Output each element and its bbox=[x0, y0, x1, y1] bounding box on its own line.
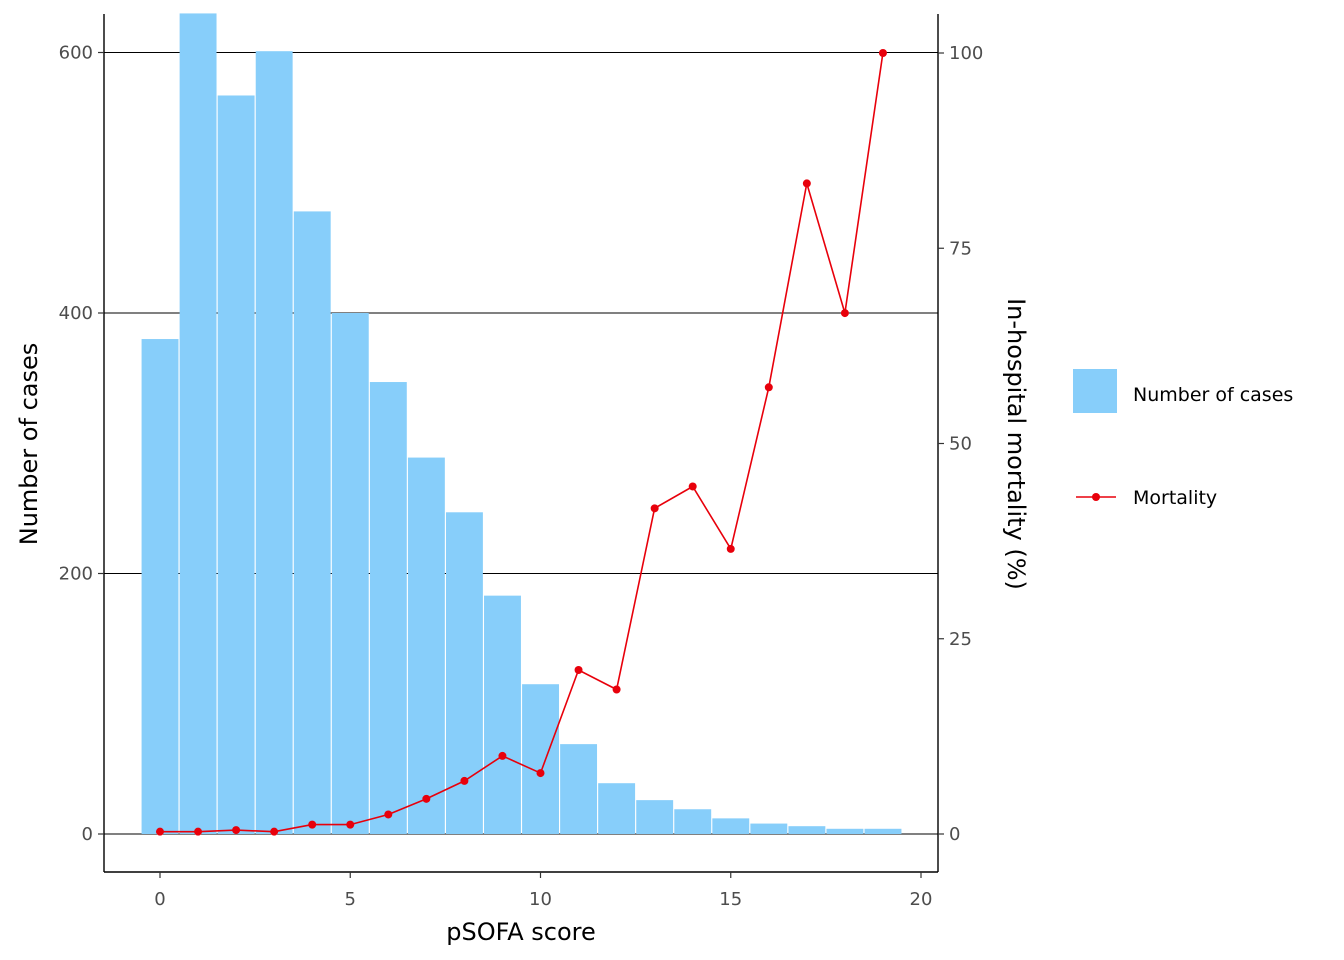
bar bbox=[598, 783, 636, 834]
x-tick-label: 20 bbox=[910, 889, 933, 910]
mortality-point bbox=[384, 810, 393, 819]
mortality-point bbox=[536, 769, 545, 778]
bar bbox=[674, 809, 712, 834]
mortality-point bbox=[194, 827, 203, 836]
y-left-tick-label: 0 bbox=[82, 824, 93, 845]
bar bbox=[445, 512, 483, 834]
mortality-point bbox=[232, 826, 241, 835]
mortality-point bbox=[726, 544, 735, 553]
mortality-point bbox=[460, 776, 469, 785]
bar bbox=[255, 51, 293, 834]
bar bbox=[217, 95, 255, 835]
y-right-tick-label: 75 bbox=[949, 238, 972, 259]
bar bbox=[369, 382, 407, 834]
mortality-point bbox=[802, 179, 811, 188]
bar bbox=[293, 211, 331, 834]
mortality-point bbox=[346, 820, 355, 829]
bars-number-of-cases bbox=[141, 13, 902, 835]
bar bbox=[141, 339, 179, 834]
y-right-tick-label: 50 bbox=[949, 434, 972, 455]
bar bbox=[179, 13, 217, 835]
bar bbox=[864, 828, 902, 834]
bar bbox=[407, 457, 445, 834]
legend-label-mortality: Mortality bbox=[1133, 487, 1217, 509]
y-axis-right-title: In-hospital mortality (%) bbox=[1002, 298, 1030, 590]
bar bbox=[484, 595, 521, 834]
mortality-point bbox=[840, 309, 849, 318]
bar bbox=[331, 313, 369, 834]
y-left-tick-label: 200 bbox=[59, 564, 93, 585]
legend-key-mortality-point bbox=[1092, 493, 1100, 501]
y-right-tick-label: 0 bbox=[949, 824, 960, 845]
y-axis-left-title: Number of cases bbox=[15, 343, 43, 545]
legend: Number of cases Mortality bbox=[1073, 369, 1293, 509]
axes: 0 200 400 600 0 25 50 75 100 0 5 10 15 20 bbox=[59, 14, 983, 910]
x-tick-label: 5 bbox=[345, 889, 356, 910]
x-tick-label: 15 bbox=[719, 889, 742, 910]
mortality-point bbox=[650, 504, 659, 513]
x-tick-label: 0 bbox=[154, 889, 165, 910]
bar bbox=[522, 684, 559, 834]
mortality-point bbox=[688, 482, 697, 491]
legend-key-number-of-cases bbox=[1073, 369, 1117, 413]
mortality-point bbox=[764, 383, 773, 392]
mortality-point bbox=[612, 685, 621, 694]
mortality-point bbox=[270, 827, 279, 836]
mortality-point bbox=[308, 820, 317, 829]
bar bbox=[750, 823, 788, 834]
mortality-point bbox=[498, 751, 507, 760]
mortality-point bbox=[156, 827, 164, 836]
bar bbox=[788, 826, 826, 834]
mortality-point bbox=[422, 794, 431, 803]
x-axis-title: pSOFA score bbox=[446, 918, 596, 946]
y-right-tick-label: 25 bbox=[949, 629, 972, 650]
bar bbox=[560, 744, 598, 834]
mortality-point bbox=[574, 665, 583, 674]
bar bbox=[826, 828, 864, 834]
y-left-tick-label: 400 bbox=[59, 303, 93, 324]
bar bbox=[636, 800, 674, 834]
mortality-point bbox=[878, 49, 887, 57]
bar bbox=[712, 818, 750, 834]
y-left-tick-label: 600 bbox=[59, 43, 93, 64]
x-tick-label: 10 bbox=[529, 889, 552, 910]
line-mortality bbox=[156, 49, 887, 836]
mortality-line bbox=[160, 52, 884, 833]
legend-label-number-of-cases: Number of cases bbox=[1133, 384, 1293, 406]
y-right-tick-label: 100 bbox=[949, 43, 983, 64]
